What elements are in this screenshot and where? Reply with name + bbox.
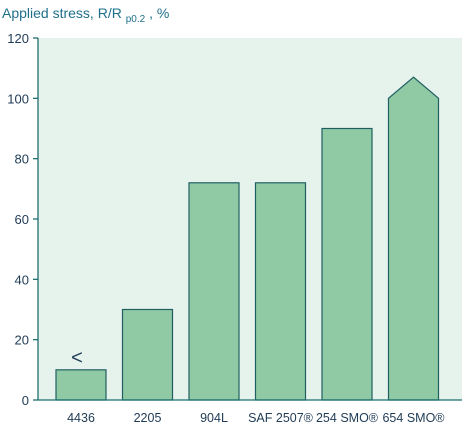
y-tick-label: 60 xyxy=(15,212,29,227)
chart-title-subscript: p0.2 xyxy=(126,14,146,25)
x-tick-label: 654 SMO® xyxy=(382,411,445,425)
y-ticks: 0 20 40 60 80 100 120 xyxy=(7,31,38,408)
x-tick-label: 254 SMO® xyxy=(316,411,379,425)
bar-annotation: < xyxy=(71,347,83,369)
chart-title-unit: , % xyxy=(149,5,169,21)
y-tick-label: 100 xyxy=(7,91,29,106)
y-tick-label: 20 xyxy=(15,333,29,348)
x-tick-label: SAF 2507® xyxy=(248,411,314,425)
x-tick-label: 904L xyxy=(200,411,228,425)
bar xyxy=(188,182,240,401)
x-labels: 4436 2205 904L SAF 2507® 254 SMO® 654 SMO® xyxy=(67,411,445,425)
bars xyxy=(55,76,440,401)
x-tick-label: 2205 xyxy=(134,411,162,425)
y-tick-label: 40 xyxy=(15,272,29,287)
y-tick-label: 0 xyxy=(22,393,29,408)
chart-title-main: Applied stress, R/R xyxy=(2,5,122,21)
chart-title: Applied stress, R/R p0.2 , % xyxy=(2,5,169,25)
annotations: < xyxy=(71,347,83,369)
bar xyxy=(254,182,307,401)
y-tick-label: 80 xyxy=(15,152,29,167)
bar xyxy=(387,76,440,401)
bar xyxy=(321,127,373,401)
x-tick-label: 4436 xyxy=(67,411,95,425)
bar xyxy=(121,308,174,401)
bar xyxy=(55,369,107,401)
y-tick-label: 120 xyxy=(7,31,29,46)
